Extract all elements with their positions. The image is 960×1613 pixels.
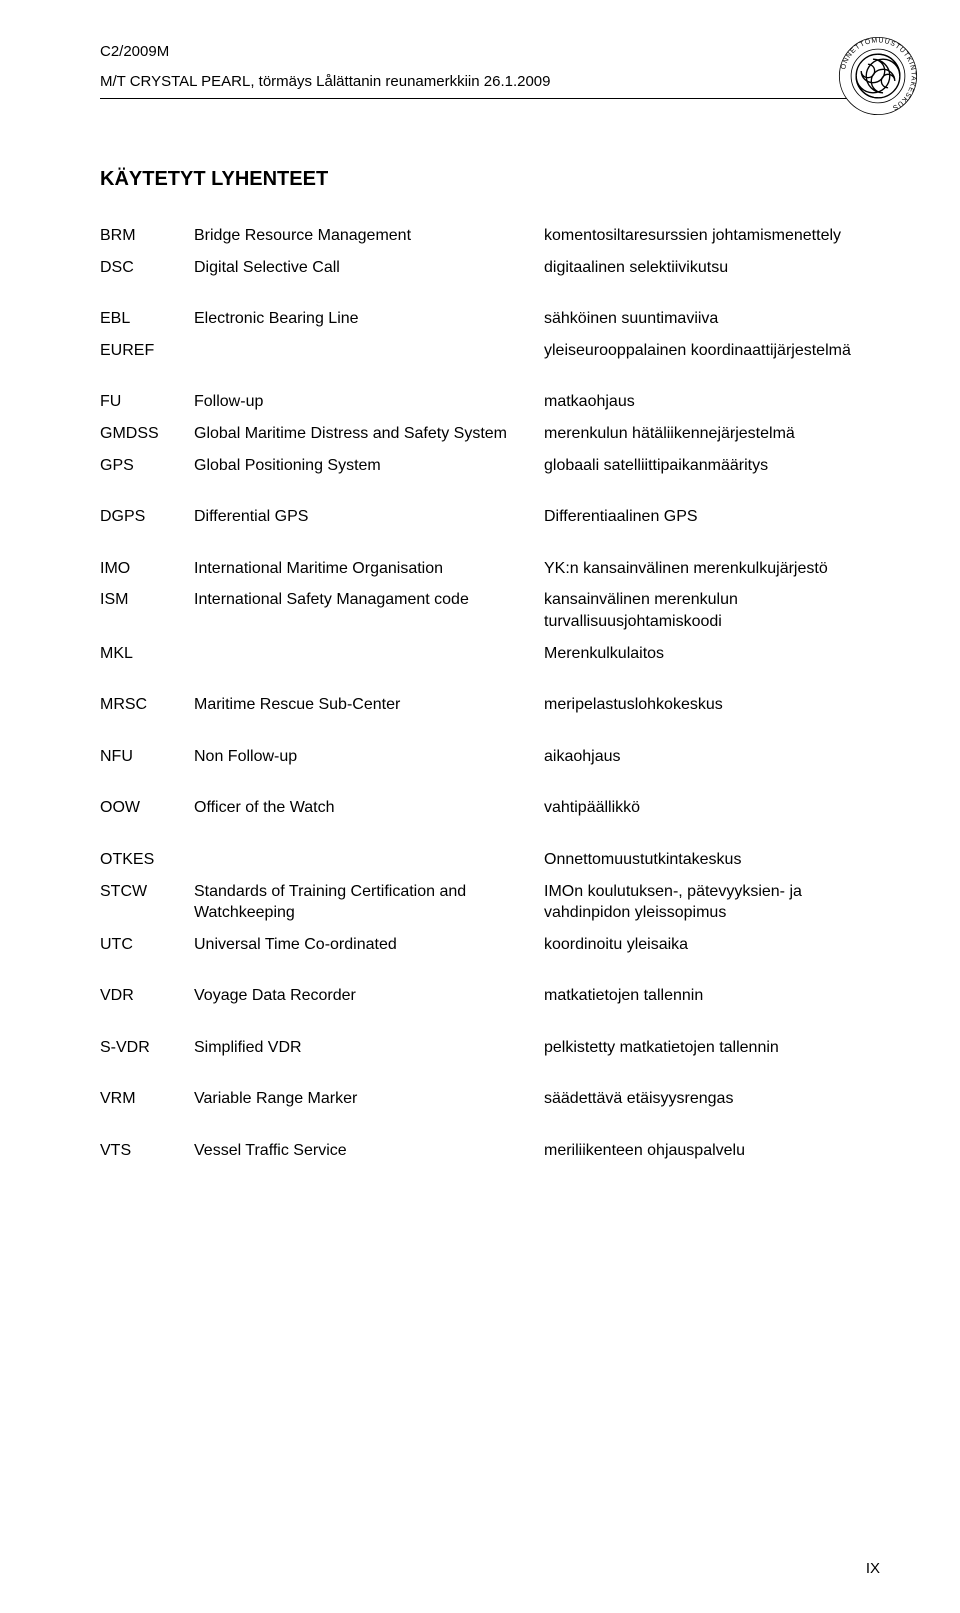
fullname-cell: Electronic Bearing Line <box>194 308 544 340</box>
fullname-cell <box>194 643 544 695</box>
table-row: STCWStandards of Training Certification … <box>100 881 880 934</box>
abbr-cell: BRM <box>100 225 194 257</box>
finnish-cell: yleiseurooppalainen koordinaattijärjeste… <box>544 340 880 392</box>
table-row: EBLElectronic Bearing Linesähköinen suun… <box>100 308 880 340</box>
fullname-cell: International Safety Managament code <box>194 589 544 642</box>
fullname-cell: Digital Selective Call <box>194 257 544 309</box>
abbr-cell: NFU <box>100 746 194 798</box>
table-row: VTSVessel Traffic Servicemeriliikenteen … <box>100 1140 880 1162</box>
fullname-cell: Simplified VDR <box>194 1037 544 1089</box>
table-row: VRMVariable Range Markersäädettävä etäis… <box>100 1088 880 1140</box>
abbr-cell: OTKES <box>100 849 194 881</box>
table-row: OOWOfficer of the Watchvahtipäällikkö <box>100 797 880 849</box>
table-row: DGPSDifferential GPSDifferentiaalinen GP… <box>100 506 880 558</box>
finnish-cell: merenkulun hätäliikennejärjestelmä <box>544 423 880 455</box>
finnish-cell: matkatietojen tallennin <box>544 985 880 1037</box>
finnish-cell: komentosiltaresurssien johtamismenettely <box>544 225 880 257</box>
abbr-cell: DSC <box>100 257 194 309</box>
finnish-cell: YK:n kansainvälinen merenkulkujärjestö <box>544 558 880 590</box>
finnish-cell: meriliikenteen ohjauspalvelu <box>544 1140 880 1162</box>
fullname-cell: Bridge Resource Management <box>194 225 544 257</box>
abbr-cell: VDR <box>100 985 194 1037</box>
abbr-cell: S-VDR <box>100 1037 194 1089</box>
table-row: UTCUniversal Time Co-ordinatedkoordinoit… <box>100 934 880 986</box>
abbr-cell: VTS <box>100 1140 194 1162</box>
fullname-cell: Variable Range Marker <box>194 1088 544 1140</box>
abbr-cell: MKL <box>100 643 194 695</box>
abbr-cell: DGPS <box>100 506 194 558</box>
page-header: C2/2009M M/T CRYSTAL PEARL, törmäys Lålä… <box>100 40 880 130</box>
finnish-cell: IMOn koulutuksen-, pätevyyksien- ja vahd… <box>544 881 880 934</box>
doc-title: M/T CRYSTAL PEARL, törmäys Lålättanin re… <box>100 70 880 94</box>
finnish-cell: Differentiaalinen GPS <box>544 506 880 558</box>
finnish-cell: meripelastuslohkokeskus <box>544 694 880 746</box>
table-row: MRSCMaritime Rescue Sub-Centermeripelast… <box>100 694 880 746</box>
fullname-cell: Non Follow-up <box>194 746 544 798</box>
fullname-cell: Follow-up <box>194 391 544 423</box>
finnish-cell: säädettävä etäisyysrengas <box>544 1088 880 1140</box>
fullname-cell: Universal Time Co-ordinated <box>194 934 544 986</box>
finnish-cell: koordinoitu yleisaika <box>544 934 880 986</box>
abbr-cell: VRM <box>100 1088 194 1140</box>
finnish-cell: Onnettomuustutkintakeskus <box>544 849 880 881</box>
fullname-cell: Global Maritime Distress and Safety Syst… <box>194 423 544 455</box>
table-row: GMDSSGlobal Maritime Distress and Safety… <box>100 423 880 455</box>
table-row: OTKES Onnettomuustutkintakeskus <box>100 849 880 881</box>
page: C2/2009M M/T CRYSTAL PEARL, törmäys Lålä… <box>0 0 960 1613</box>
finnish-cell: matkaohjaus <box>544 391 880 423</box>
table-row: MKL Merenkulkulaitos <box>100 643 880 695</box>
fullname-cell: Vessel Traffic Service <box>194 1140 544 1162</box>
table-row: ISMInternational Safety Managament codek… <box>100 589 880 642</box>
finnish-cell: vahtipäällikkö <box>544 797 880 849</box>
table-row: NFUNon Follow-upaikaohjaus <box>100 746 880 798</box>
abbr-cell: IMO <box>100 558 194 590</box>
table-row: BRMBridge Resource Managementkomentosilt… <box>100 225 880 257</box>
finnish-cell: sähköinen suuntimaviiva <box>544 308 880 340</box>
abbr-cell: MRSC <box>100 694 194 746</box>
table-row: EUREF yleiseurooppalainen koordinaattijär… <box>100 340 880 392</box>
table-row: IMOInternational Maritime OrganisationYK… <box>100 558 880 590</box>
finnish-cell: kansainvälinen merenkulun turvallisuusjo… <box>544 589 880 642</box>
abbr-cell: ISM <box>100 589 194 642</box>
logo-seal: ONNETTOMUUSTUTKINTAKESKUS <box>836 34 920 118</box>
abbr-cell: EBL <box>100 308 194 340</box>
fullname-cell: Maritime Rescue Sub-Center <box>194 694 544 746</box>
fullname-cell: Voyage Data Recorder <box>194 985 544 1037</box>
fullname-cell <box>194 849 544 881</box>
table-row: FUFollow-upmatkaohjaus <box>100 391 880 423</box>
main-heading: KÄYTETYT LYHENTEET <box>100 168 880 191</box>
fullname-cell: Standards of Training Certification and … <box>194 881 544 934</box>
table-row: GPSGlobal Positioning Systemglobaali sat… <box>100 455 880 507</box>
table-row: VDRVoyage Data Recordermatkatietojen tal… <box>100 985 880 1037</box>
abbr-cell: OOW <box>100 797 194 849</box>
fullname-cell: International Maritime Organisation <box>194 558 544 590</box>
abbr-cell: FU <box>100 391 194 423</box>
abbr-cell: STCW <box>100 881 194 934</box>
header-text-block: C2/2009M M/T CRYSTAL PEARL, törmäys Lålä… <box>100 40 880 99</box>
fullname-cell: Global Positioning System <box>194 455 544 507</box>
fullname-cell: Differential GPS <box>194 506 544 558</box>
abbreviations-table: BRMBridge Resource Managementkomentosilt… <box>100 225 880 1162</box>
table-row: DSCDigital Selective Calldigitaalinen se… <box>100 257 880 309</box>
abbr-cell: GMDSS <box>100 423 194 455</box>
header-rule <box>100 98 880 99</box>
page-number: IX <box>866 1560 880 1577</box>
finnish-cell: aikaohjaus <box>544 746 880 798</box>
finnish-cell: digitaalinen selektiivikutsu <box>544 257 880 309</box>
abbr-cell: UTC <box>100 934 194 986</box>
fullname-cell <box>194 340 544 392</box>
doc-code: C2/2009M <box>100 40 880 64</box>
abbr-cell: GPS <box>100 455 194 507</box>
table-row: S-VDRSimplified VDRpelkistetty matkatiet… <box>100 1037 880 1089</box>
finnish-cell: Merenkulkulaitos <box>544 643 880 695</box>
finnish-cell: globaali satelliittipaikanmääritys <box>544 455 880 507</box>
finnish-cell: pelkistetty matkatietojen tallennin <box>544 1037 880 1089</box>
logo-svg: ONNETTOMUUSTUTKINTAKESKUS <box>836 34 920 118</box>
fullname-cell: Officer of the Watch <box>194 797 544 849</box>
abbr-cell: EUREF <box>100 340 194 392</box>
